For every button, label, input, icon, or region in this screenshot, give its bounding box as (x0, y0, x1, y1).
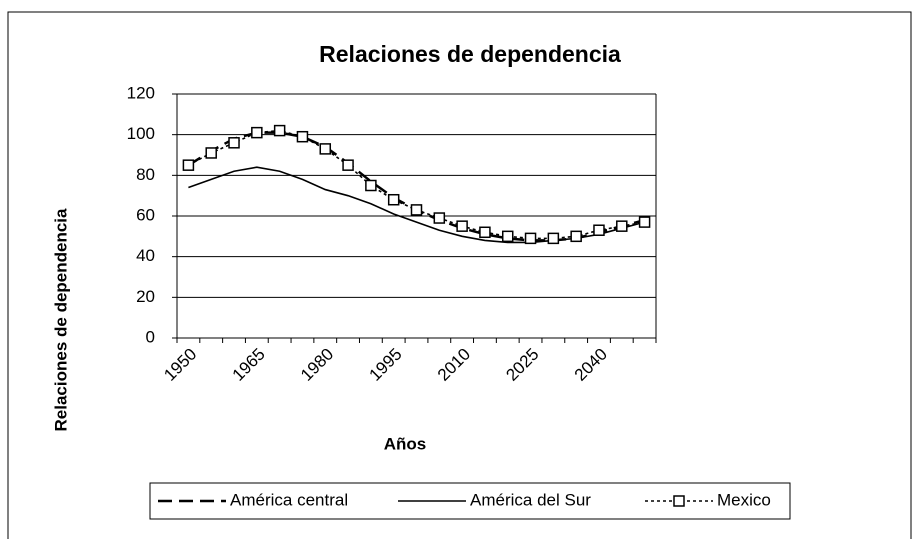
x-tick-label: 2025 (502, 345, 542, 385)
marker (273, 124, 286, 137)
x-tick-label: 2040 (571, 345, 611, 385)
marker (638, 216, 651, 228)
marker (182, 159, 195, 171)
marker (365, 179, 377, 192)
y-tick-label: 40 (136, 246, 155, 265)
x-tick-label: 1950 (160, 345, 200, 385)
legend-marker (673, 495, 685, 507)
marker (205, 147, 217, 159)
marker (387, 193, 400, 206)
marker (616, 220, 628, 232)
marker (593, 224, 605, 236)
legend-label: Mexico (717, 490, 771, 509)
marker (501, 230, 514, 243)
y-tick-label: 120 (127, 83, 155, 102)
y-tick-label: 60 (136, 205, 155, 224)
frame (7, 11, 912, 539)
y-tick-label: 0 (146, 327, 155, 346)
legend-label: América del Sur (470, 490, 591, 509)
marker (251, 126, 263, 139)
marker (228, 137, 240, 149)
y-tick-label: 80 (136, 165, 155, 184)
marker (319, 143, 332, 155)
x-tick-label: 1980 (297, 345, 337, 385)
marker (410, 204, 423, 216)
marker (456, 220, 468, 232)
x-axis-label: Años (384, 434, 427, 453)
y-tick-label: 100 (127, 124, 155, 143)
y-tick-label: 20 (136, 287, 155, 306)
marker (547, 232, 560, 245)
x-tick-label: 1965 (229, 345, 269, 385)
marker (433, 212, 446, 224)
x-tick-label: 1995 (366, 345, 406, 385)
legend-label: América central (230, 490, 348, 509)
marker (570, 230, 582, 243)
marker (524, 232, 537, 245)
series-line (188, 166, 645, 244)
y-axis-label: Relaciones de dependencia (51, 208, 70, 432)
marker (342, 159, 354, 171)
x-tick-label: 2010 (434, 345, 474, 385)
series-line (187, 131, 645, 242)
marker (296, 130, 309, 143)
marker (479, 226, 491, 239)
chart-title: Relaciones de dependencia (319, 41, 621, 67)
